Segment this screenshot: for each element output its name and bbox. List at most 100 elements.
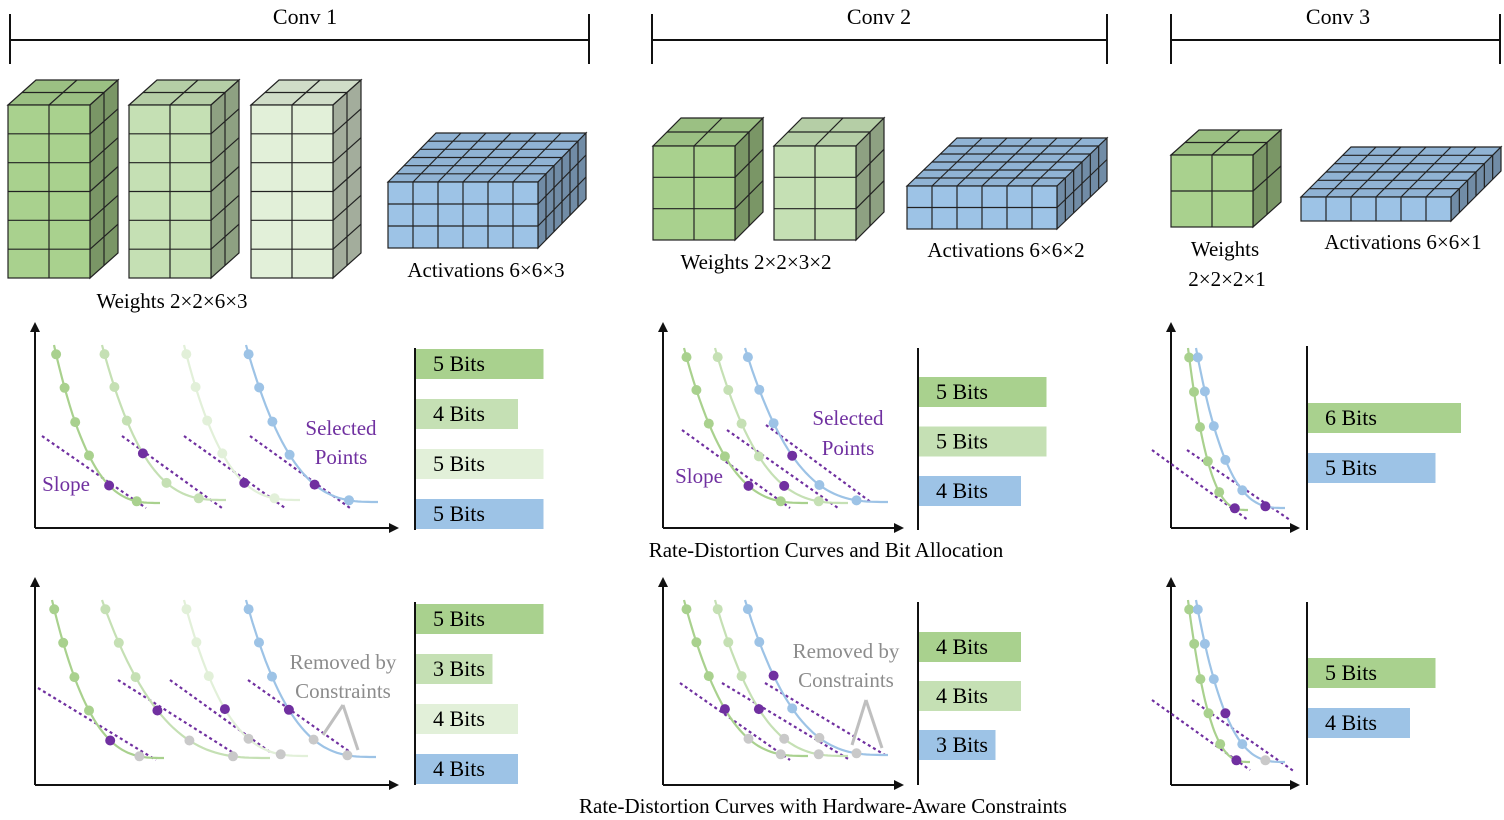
curve-point <box>51 349 62 360</box>
curve-point <box>161 477 172 488</box>
conv3-hw-axes <box>1166 577 1300 790</box>
hw-row-title: Rate-Distortion Curves with Hardware-Awa… <box>579 794 1067 818</box>
curve-point <box>787 450 798 461</box>
conv3-rd-bar-label-1: 6 Bits <box>1325 405 1377 430</box>
curve-point <box>58 637 69 648</box>
conv1-hw-slope-1 <box>37 687 157 761</box>
curve-point <box>787 703 798 714</box>
conv1-rd-bar-2 <box>416 399 518 429</box>
curve-point <box>743 733 754 744</box>
conv2-rd-curve-1 <box>681 347 808 507</box>
conv2-rd-bar-label-1: 5 Bits <box>936 379 988 404</box>
conv1-hw-bar-3 <box>416 704 518 734</box>
curve-point <box>1203 708 1214 719</box>
curve-point <box>99 349 110 360</box>
conv2-hw-slope-3 <box>764 682 886 756</box>
curve-point <box>1184 352 1195 363</box>
conv1-hw-bar-label-1: 5 Bits <box>433 606 485 631</box>
curve-point <box>342 750 353 761</box>
conv2-title: Conv 2 <box>847 4 911 29</box>
conv3-rd-axes <box>1166 322 1300 533</box>
curve-point <box>181 604 192 615</box>
rate-distortion-plots <box>30 322 1300 790</box>
rd-row-title: Rate-Distortion Curves and Bit Allocatio… <box>649 538 1004 562</box>
curve-point <box>712 352 723 363</box>
curve-point <box>1184 604 1195 615</box>
conv2-rd-bar-3 <box>919 476 1021 506</box>
conv3-rd-slope-1 <box>1151 449 1249 521</box>
curve-point <box>1208 421 1219 432</box>
curve-point <box>109 382 120 392</box>
curve-point <box>1237 739 1248 750</box>
curve-point <box>283 704 294 715</box>
curve-point <box>736 418 747 429</box>
conv1-rd-bar-label-4: 5 Bits <box>433 501 485 526</box>
curve-point <box>202 415 213 426</box>
curve-point <box>723 637 734 648</box>
curve-point <box>779 480 790 491</box>
curve-point <box>1189 386 1199 397</box>
conv2-rd-bar-label-3: 4 Bits <box>936 478 988 503</box>
curve-point <box>344 495 354 506</box>
curve-point <box>1231 755 1242 766</box>
conv1-weights-label: Weights 2×2×6×3 <box>96 289 247 313</box>
conv3-hw-curve-1 <box>1184 599 1250 766</box>
conv-brackets <box>9 14 1501 64</box>
conv1-hw-bar-4 <box>416 754 518 784</box>
curve-point <box>69 672 80 683</box>
conv1-rd-bar-label-3: 5 Bits <box>433 451 485 476</box>
curve-point <box>712 604 723 615</box>
conv3-weights-label-line2: 2×2×2×1 <box>1188 267 1266 291</box>
conv2-rd-axes <box>658 322 904 533</box>
conv1-rd-bar-label-1: 5 Bits <box>433 351 485 376</box>
curve-point <box>191 637 202 648</box>
curve-point <box>681 352 692 363</box>
curve-point <box>851 495 862 506</box>
curve-point <box>243 733 254 744</box>
curve-point <box>104 480 115 491</box>
conv1-title: Conv 1 <box>273 4 337 29</box>
curve-point <box>1260 501 1271 512</box>
conv2-weight-block-2 <box>772 116 886 242</box>
removed-annotation-conv1-line2: Constraints <box>295 679 391 703</box>
curve-point <box>137 448 148 459</box>
curve-point <box>100 604 111 615</box>
removed-annotation-conv2-line2: Constraints <box>798 668 894 692</box>
conv3-hw-bar-2 <box>1308 708 1410 738</box>
curve-point <box>190 382 201 392</box>
conv1-rd-curve-3 <box>181 344 300 504</box>
curve-point <box>768 670 779 681</box>
conv3-title: Conv 3 <box>1306 4 1370 29</box>
conv1-rd-bar-1 <box>416 349 544 379</box>
conv2-hw-slope-2 <box>721 682 851 761</box>
curve-point <box>1192 604 1203 615</box>
curve-point <box>239 477 250 488</box>
removed-annotation-conv2-line1: Removed by <box>793 639 900 663</box>
curve-point <box>1220 708 1231 719</box>
curve-point <box>254 382 265 393</box>
curve-point <box>779 733 790 744</box>
curve-point <box>703 671 714 682</box>
curve-point <box>130 672 141 683</box>
curve-point <box>254 637 264 648</box>
curve-point <box>723 385 734 395</box>
conv1-weight-block-1 <box>6 78 120 280</box>
curve-point <box>243 604 254 615</box>
curve-point <box>309 479 320 490</box>
conv1-hw-curve-2 <box>100 599 270 762</box>
bit-allocation-bars: 5 Bits 4 Bits 5 Bits 5 Bits 5 Bits 5 Bits 4 Bi… <box>414 346 1461 785</box>
curve-point <box>754 637 765 647</box>
selected-annotation-conv2-line2: Points <box>822 436 875 460</box>
curve-point <box>719 704 730 715</box>
curve-point <box>1208 674 1219 685</box>
conv3-rd-bar-label-2: 5 Bits <box>1325 455 1377 480</box>
conv1-hw-bar-label-2: 3 Bits <box>433 656 485 681</box>
curve-point <box>84 705 94 716</box>
conv1-hw-curve-1 <box>49 599 164 762</box>
curve-point <box>1229 503 1240 514</box>
text-labels: Conv 1 Conv 2 Conv 3 Weights 2×2×6×3 Act… <box>42 4 1482 818</box>
curve-point <box>219 704 230 715</box>
curve-point <box>768 418 779 429</box>
conv2-rd-slope-1 <box>681 429 791 509</box>
